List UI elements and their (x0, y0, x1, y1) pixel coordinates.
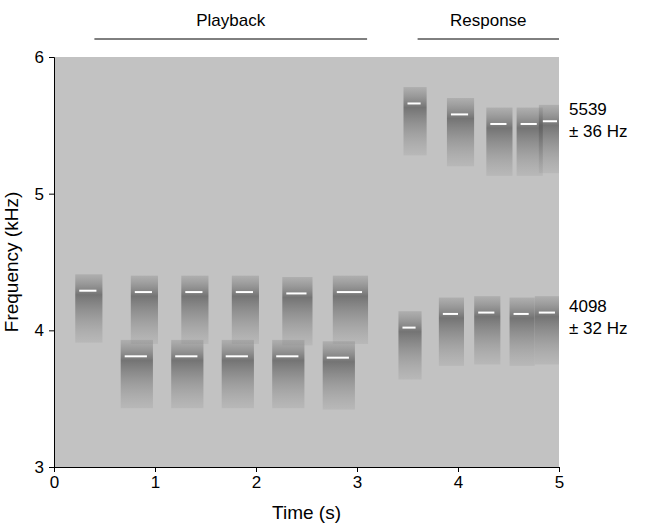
note-trace (236, 291, 253, 293)
note-trace (478, 312, 494, 314)
note-energy (131, 276, 158, 344)
note-energy (121, 340, 153, 408)
bracket-line (94, 39, 367, 40)
note-trace (79, 290, 96, 292)
tick-mark (49, 194, 54, 195)
note-energy (439, 298, 464, 366)
tick-label: 4 (454, 473, 463, 492)
note-energy (272, 340, 304, 408)
note-energy (474, 296, 500, 364)
bracket-label: Playback (196, 11, 265, 30)
note-energy (447, 98, 474, 166)
side-label: ± 36 Hz (569, 122, 627, 141)
note-trace (175, 355, 197, 357)
note-trace (286, 292, 306, 294)
note-trace (327, 357, 349, 359)
note-series (75, 274, 368, 345)
note-series (404, 87, 560, 176)
note-series (398, 296, 559, 379)
tick-mark (256, 467, 257, 472)
note-energy (510, 298, 535, 366)
tick-mark (49, 57, 54, 58)
tick-label: 1 (151, 473, 160, 492)
note-energy (181, 276, 208, 344)
note-energy (171, 340, 203, 408)
note-trace (226, 355, 248, 357)
note-trace (451, 113, 468, 115)
plot-background (54, 57, 559, 467)
tick-label: 0 (50, 473, 59, 492)
note-trace (539, 312, 555, 314)
tick: 2 (252, 467, 261, 492)
note-energy (232, 276, 259, 344)
note-energy (333, 276, 368, 344)
tick-mark (155, 467, 156, 472)
note-energy (539, 105, 559, 173)
note-trace (337, 291, 362, 293)
axis-line (55, 468, 560, 473)
note-energy (222, 340, 254, 408)
y-axis: 3 4 5 6 (35, 48, 55, 477)
tick-label: 5 (35, 185, 44, 204)
side-label: ± 32 Hz (569, 319, 627, 338)
note-trace (490, 123, 506, 125)
tick: 3 (353, 467, 362, 492)
x-axis-title: Time (s) (272, 502, 341, 523)
note-energy (486, 108, 512, 176)
chart: 0 1 2 3 4 5 3 4 5 6 Time (s) Frequency (kHz) Playbac… (0, 0, 665, 531)
tick-mark (49, 330, 54, 331)
tick: 4 (35, 321, 54, 340)
tick: 5 (555, 467, 564, 492)
tick-mark (458, 467, 459, 472)
y-axis-title: Frequency (kHz) (1, 192, 22, 332)
note-energy (404, 87, 427, 155)
tick: 0 (50, 467, 59, 492)
note-energy (75, 274, 102, 342)
annotations: Playback Response 5539 ± 36 Hz 4098 ± 32 Hz (94, 11, 627, 338)
axis-line (49, 58, 55, 468)
tick-label: 2 (252, 473, 261, 492)
note-trace (514, 313, 529, 315)
note-trace (521, 123, 537, 125)
tick-mark (49, 467, 54, 468)
note-energy (535, 296, 559, 364)
tick: 3 (35, 458, 54, 477)
tick: 1 (151, 467, 160, 492)
note-energy (323, 341, 355, 409)
tick-label: 5 (555, 473, 564, 492)
note-trace (185, 291, 202, 293)
tick-label: 4 (35, 321, 44, 340)
tick-label: 3 (353, 473, 362, 492)
note-series (121, 340, 355, 410)
note-energy (398, 311, 421, 379)
note-energy (282, 277, 312, 345)
note-trace (135, 291, 152, 293)
tick: 6 (35, 48, 54, 67)
tick: 4 (454, 467, 463, 492)
note-trace (408, 102, 421, 104)
tick: 5 (35, 185, 54, 204)
tick-mark (559, 467, 560, 472)
side-label: 4098 (569, 297, 607, 316)
note-trace (443, 313, 458, 315)
note-trace (402, 327, 415, 329)
tick-label: 6 (35, 48, 44, 67)
side-label: 5539 (569, 100, 607, 119)
x-axis: 0 1 2 3 4 5 (50, 467, 564, 492)
bracket-line (418, 39, 559, 40)
note-trace (276, 355, 298, 357)
note-trace (543, 120, 557, 122)
tick-label: 3 (35, 458, 44, 477)
bracket-label: Response (450, 11, 527, 30)
note-trace (125, 355, 147, 357)
tick-mark (357, 467, 358, 472)
marks (75, 87, 559, 410)
